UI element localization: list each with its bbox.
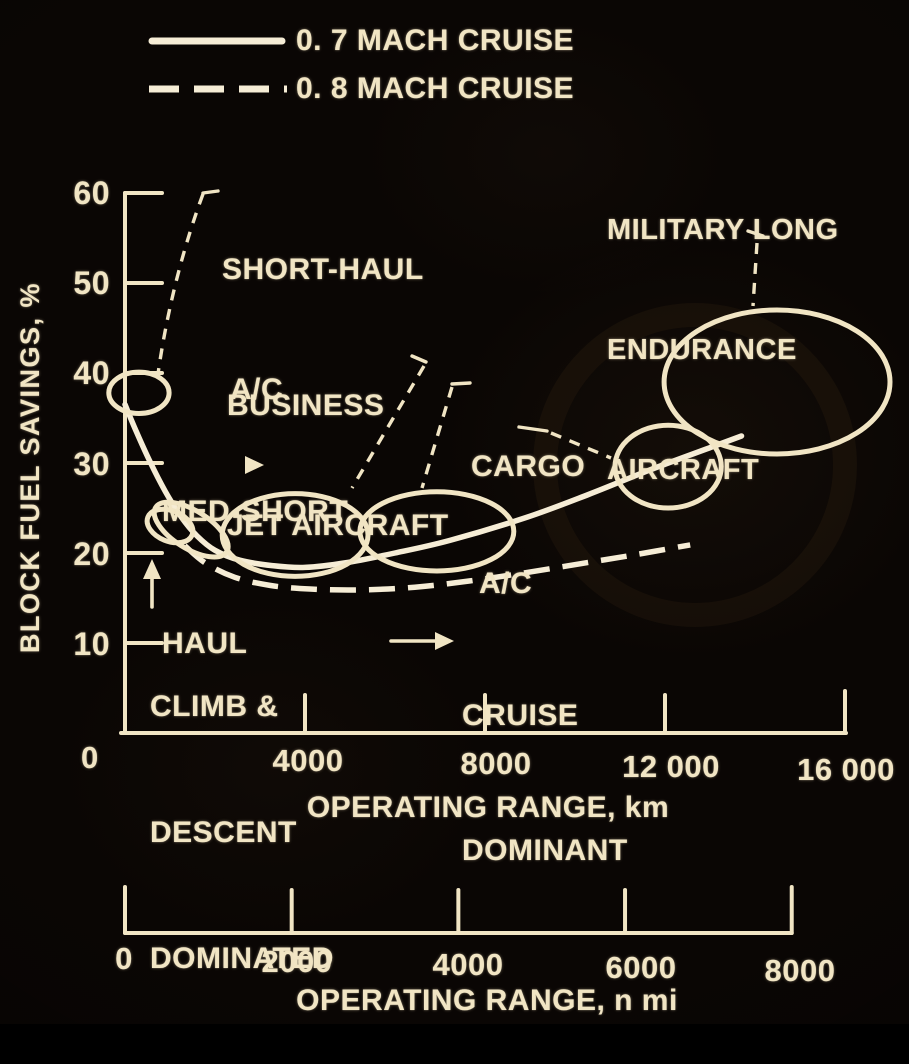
y-tick-label-20: 20 [73, 536, 110, 572]
annotation-short-haul-line1: SHORT-HAUL [222, 253, 424, 286]
x-km-tick-16000: 16 000 [797, 752, 895, 787]
y-tick-label-60: 60 [73, 175, 110, 211]
annotation-cargo-line1: CARGO [471, 450, 586, 483]
annotation-cruise-dominant-line1: CRUISE [462, 699, 579, 732]
leader-business-jet [350, 365, 426, 489]
cruise-dominant-arrow-head [435, 632, 454, 650]
x-nmi-tick-8000: 8000 [764, 953, 836, 988]
legend-label-0.7-mach: 0. 7 MACH CRUISE [296, 24, 575, 57]
group-ellipse-0-short-haul-a-c [106, 369, 172, 416]
chart-canvas [106, 37, 893, 935]
annotation-military-line3: AIRCRAFT [607, 454, 760, 486]
y-tick-label-10: 10 [73, 626, 110, 662]
annotation-med-short-haul: MED-SHORT HAUL [162, 402, 348, 754]
group-ellipse-4-cargo-a-c [357, 489, 517, 574]
x-nmi-axis-title: OPERATING RANGE, n mi [296, 984, 678, 1017]
leader-cargo-left [420, 386, 454, 489]
leader-short-haul [156, 193, 205, 375]
y-axis-title: BLOCK FUEL SAVINGS, % [15, 281, 45, 653]
leader-hook-cargo-right [517, 425, 549, 433]
x-km-tick-8000: 8000 [460, 746, 532, 781]
y-tick-label-30: 30 [73, 446, 110, 482]
x-nmi-tick-2000: 2000 [261, 944, 333, 979]
annotation-climb-descent-line3: DOMINATED [150, 942, 334, 975]
group-ellipse-6-military-long-endurance-aircraft [661, 307, 893, 457]
annotation-med-short-haul-line1: MED-SHORT [162, 495, 349, 528]
curve-0-7-mach-cruise [122, 401, 745, 571]
group-ellipse-1-med-short-haul [144, 506, 196, 546]
scan-watermark-ring [533, 303, 857, 627]
leader-military [751, 242, 759, 307]
annotation-climb-descent-line2: DESCENT [150, 816, 297, 849]
y-tick-label-40: 40 [73, 355, 110, 391]
annotation-business-jet-line2: JET AIRCRAFT [227, 509, 449, 542]
annotation-climb-descent: CLIMB & DESCENT DOMINATED [150, 602, 334, 1064]
curve-0-8-mach-cruise [182, 542, 691, 593]
annotation-climb-descent-line1: CLIMB & [150, 690, 279, 723]
annotation-short-haul: SHORT-HAUL A/C [222, 170, 424, 490]
x-km-tick-12000: 12 000 [622, 749, 720, 784]
group-ellipse-5-cargo-a-c [612, 422, 724, 511]
annotation-cruise-dominant-line2: DOMINANT [462, 834, 628, 867]
leader-hook-military [746, 229, 765, 238]
annotation-cruise-dominant: CRUISE DOMINANT [462, 603, 628, 963]
annotation-cargo: CARGO A/C [471, 369, 585, 681]
legend-label-0.8-mach: 0. 8 MACH CRUISE [296, 72, 575, 105]
climb-descent-arrow-head [143, 559, 161, 579]
x-nmi-tick-4000: 4000 [432, 947, 504, 982]
annotation-military-line1: MILITARY LONG [607, 214, 839, 246]
x-km-axis-title: OPERATING RANGE, km [306, 791, 670, 824]
origin-label: 0 [81, 740, 99, 775]
annotation-business-jet: BUSINESS JET AIRCRAFT [227, 306, 449, 626]
x-km-tick-4000: 4000 [272, 743, 344, 778]
leader-hook-cargo [450, 381, 472, 386]
annotation-med-short-haul-line2: HAUL [162, 627, 248, 660]
y-tick-label-50: 50 [73, 265, 110, 301]
leader-cargo-right [550, 431, 612, 460]
annotation-business-jet-line1: BUSINESS [227, 389, 385, 422]
annotation-short-haul-line2: A/C [230, 373, 284, 406]
figure: 0. 7 MACH CRUISE 0. 8 MACH CRUISE BLOCK … [0, 0, 909, 1024]
x-nmi-tick-6000: 6000 [605, 950, 677, 985]
annotation-military-line2: ENDURANCE [607, 334, 797, 366]
annotation-military: MILITARY LONG ENDURANCE AIRCRAFT [607, 130, 839, 570]
x-nmi-tick-0: 0 [115, 941, 133, 976]
leader-hook-short-haul [201, 189, 220, 195]
annotation-cargo-line2: A/C [479, 567, 533, 600]
group-ellipse-3-business-jet-aircraft [219, 491, 371, 579]
leader-hook-business-jet [410, 354, 428, 364]
med-short-haul-pointer [245, 456, 264, 474]
